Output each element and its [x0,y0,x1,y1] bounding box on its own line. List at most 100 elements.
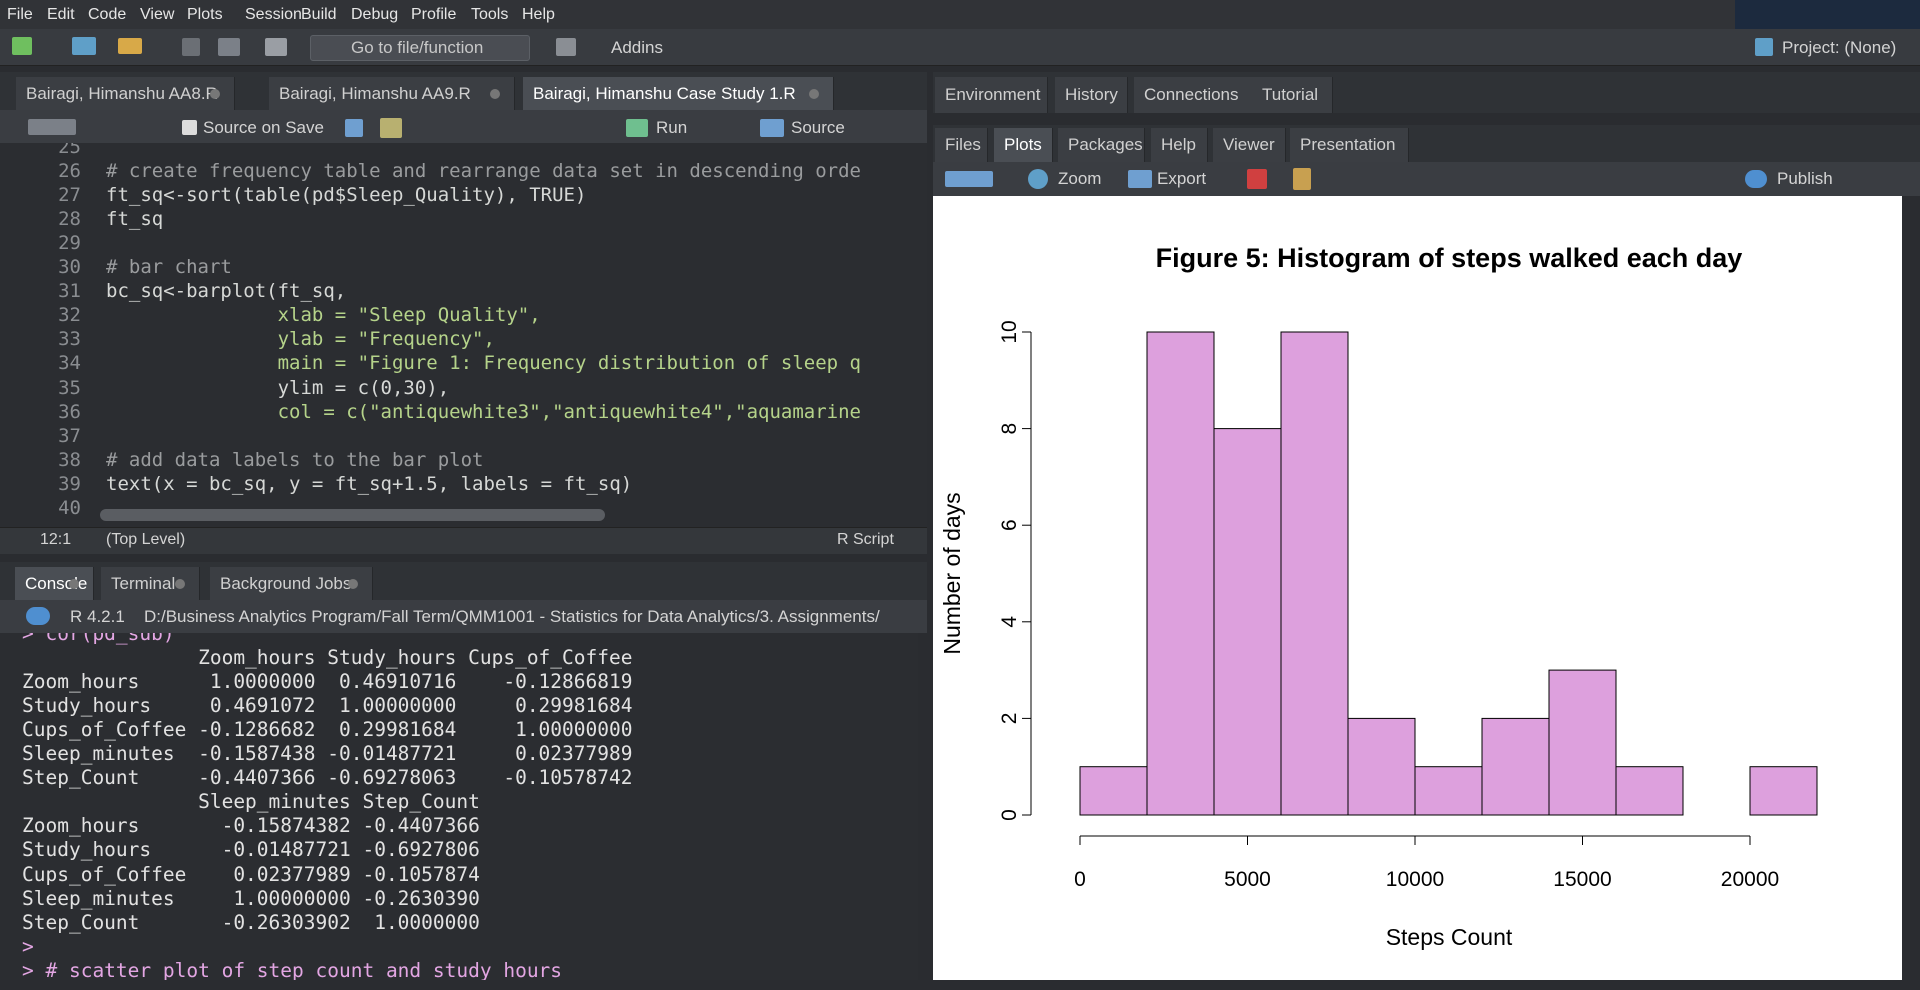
h-scrollbar[interactable] [100,509,605,521]
env-tab-label[interactable]: History [1065,85,1118,104]
source-on-save[interactable]: Source on Save [203,118,324,137]
clear-plots-icon[interactable] [1293,168,1311,190]
zoom-button[interactable]: Zoom [1058,169,1102,188]
scope[interactable]: (Top Level) [106,531,186,548]
publish-menu[interactable]: Publish [1777,169,1833,188]
source-tab-label[interactable]: Bairagi, Himanshu AA8.R [26,83,218,103]
code-editor[interactable]: 25 26 # create frequency table and rearran… [0,143,927,527]
env-tab[interactable] [1134,77,1257,113]
menu-item[interactable]: Session [245,6,302,23]
code-comment[interactable]: # add data labels to the bar plot [106,448,484,471]
project-menu[interactable]: Project: (None) [1782,38,1897,57]
code-line[interactable]: ft_sq [106,208,164,231]
source-on-save-checkbox[interactable] [182,120,197,135]
goto-text[interactable]: Go to file/function [351,38,484,57]
zoom-icon[interactable] [1028,169,1048,189]
source-tab[interactable] [523,77,834,110]
line-number: 27 [58,184,81,207]
files-tab-label[interactable]: Packages [1068,135,1143,154]
plot-nav-arrows[interactable] [945,171,993,187]
wand-icon[interactable] [380,118,402,138]
menu-item[interactable]: File [7,6,33,23]
code-comment[interactable]: # bar chart [106,256,232,279]
code-line[interactable]: ylim = c(0,30), [106,376,450,399]
new-project-icon[interactable] [72,37,96,55]
export-menu[interactable]: Export [1157,169,1207,188]
files-tab[interactable] [1058,128,1145,162]
menu-item[interactable]: Debug [351,6,399,23]
console-tab[interactable] [15,567,94,600]
menu-item[interactable]: Profile [411,6,457,23]
env-tab[interactable] [1252,77,1333,113]
menu-item[interactable]: Plots [187,6,223,23]
code-line[interactable]: text(x = bc_sq, y = ft_sq+1.5, labels = … [106,472,633,495]
menu-item[interactable]: Help [522,6,555,23]
search-icon[interactable] [345,119,363,137]
files-tab-label[interactable]: Presentation [1300,135,1396,154]
publish-icon[interactable] [1745,170,1767,188]
tab-close[interactable] [69,578,79,589]
code-line[interactable]: bc_sq<-barplot(ft_sq, [106,280,347,303]
tab-close[interactable] [348,578,358,589]
files-tab-label[interactable]: Viewer [1223,135,1275,154]
code-line[interactable]: xlab = "Sleep Quality", [106,304,541,327]
source-button[interactable]: Source [791,118,845,137]
tab-close[interactable] [490,88,500,99]
editor-toolbar [0,110,927,143]
source-tab[interactable] [269,77,515,110]
menu-item[interactable]: View [140,6,175,23]
source-icon[interactable] [760,119,784,137]
env-tab-label[interactable]: Connections [1144,85,1239,104]
console-tab[interactable] [210,567,373,600]
files-tab[interactable] [1290,128,1409,162]
tab-close[interactable] [175,578,185,589]
goto-box[interactable] [310,35,530,61]
tab-close[interactable] [809,88,819,99]
code-line[interactable]: ylab = "Frequency", [106,328,495,351]
files-tab-label[interactable]: Help [1161,135,1196,154]
line-number: 37 [58,424,81,447]
remove-plot-icon[interactable] [1247,169,1267,189]
layout-icon[interactable] [556,38,576,56]
line-number: 35 [58,376,81,399]
tab-close[interactable] [210,88,220,99]
menu-item[interactable]: Code [88,6,127,23]
addins-menu[interactable]: Addins [611,38,663,57]
env-tab[interactable] [935,77,1048,113]
env-tab-label[interactable]: Environment [945,85,1041,104]
export-icon[interactable] [1128,170,1152,188]
run-icon[interactable] [626,119,648,137]
line-number: 28 [58,208,81,231]
working-directory[interactable]: D:/Business Analytics Program/Fall Term/… [144,607,880,626]
code-line[interactable]: col = c("antiquewhite3","antiquewhite4",… [106,400,861,423]
menu-item[interactable]: Tools [471,6,509,23]
print-icon[interactable] [265,38,287,56]
source-tab-label[interactable]: Bairagi, Himanshu AA9.R [279,83,471,103]
files-tab[interactable] [935,128,988,162]
code-line[interactable]: ft_sq<-sort(table(pd$Sleep_Quality), TRU… [106,184,587,207]
files-tab[interactable] [994,128,1053,162]
env-tab-label[interactable]: Tutorial [1262,85,1319,104]
file-type[interactable]: R Script [837,531,894,548]
console-tab-label[interactable]: Background Jobs [220,573,352,593]
menu-item[interactable]: Build [301,6,337,23]
files-tab[interactable] [1151,128,1208,162]
nav-arrows[interactable] [28,119,76,135]
histogram-bar [1280,331,1349,816]
save-icon[interactable] [182,38,200,56]
menu-item[interactable]: Edit [47,6,75,23]
source-tab[interactable] [16,77,235,110]
code-comment[interactable]: # create frequency table and rearrange d… [106,160,861,183]
files-tab[interactable] [1213,128,1286,162]
run-button[interactable]: Run [656,118,688,137]
source-tab-label[interactable]: Bairagi, Himanshu Case Study 1.R [533,83,796,103]
env-tab[interactable] [1055,77,1128,113]
console-tab-label[interactable]: Terminal [111,573,176,593]
new-file-icon[interactable] [12,37,32,55]
open-icon[interactable] [118,38,142,54]
code-line[interactable]: main = "Figure 1: Frequency distribution… [106,352,861,375]
console-output[interactable]: > cor(pd_sub) Zoom_hours Study_hours Cup… [0,633,918,980]
save-all-icon[interactable] [218,38,240,56]
files-tab-label[interactable]: Plots [1004,135,1042,154]
files-tab-label[interactable]: Files [945,135,981,154]
